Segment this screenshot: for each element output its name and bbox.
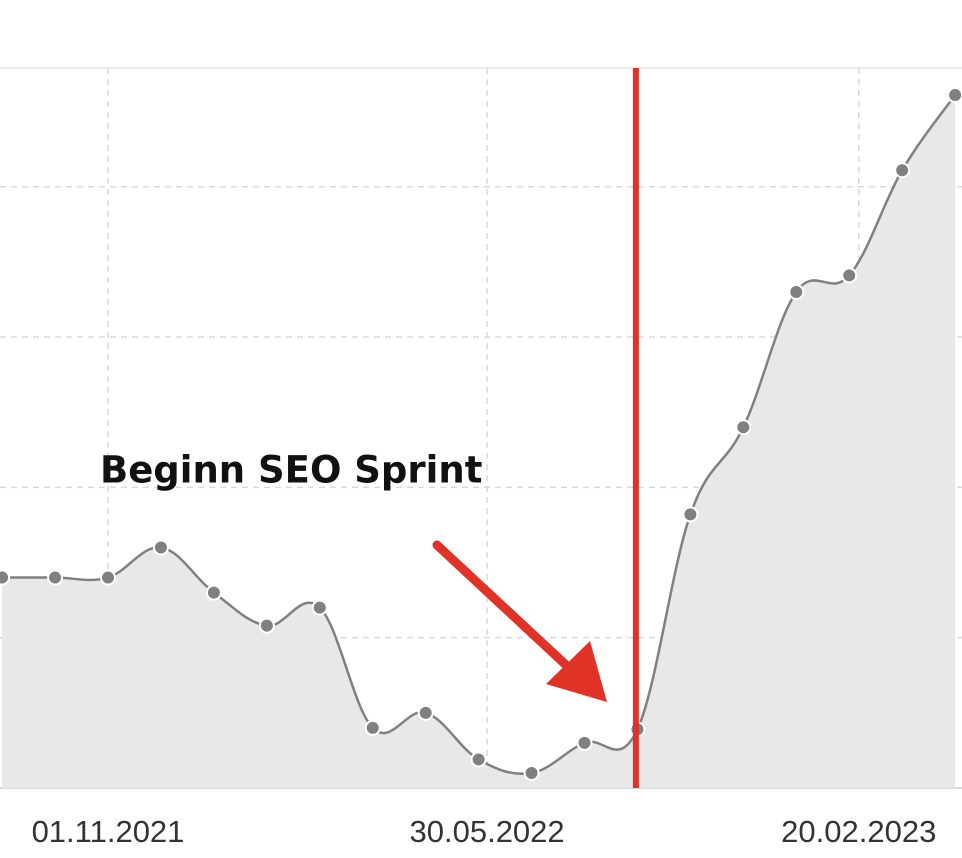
- point: [205, 584, 222, 601]
- point: [311, 599, 328, 616]
- point: [0, 569, 11, 586]
- annotation-arrow: [432, 540, 607, 702]
- point: [152, 539, 169, 556]
- x-tick-label: 30.05.2022: [410, 814, 565, 849]
- x-tick-label: 20.02.2023: [781, 814, 936, 849]
- point: [523, 764, 540, 781]
- arrow-head: [546, 641, 607, 702]
- x-tick-label: 01.11.2021: [32, 814, 185, 849]
- point: [735, 419, 752, 436]
- area: [2, 95, 956, 788]
- point: [470, 751, 487, 768]
- point: [258, 617, 275, 634]
- point: [947, 87, 962, 104]
- annotation: Beginn SEO Sprint: [100, 449, 482, 492]
- point: [894, 162, 911, 179]
- point: [417, 704, 434, 721]
- point: [682, 506, 699, 523]
- point: [576, 734, 593, 751]
- point: [788, 283, 805, 300]
- arrow-shaft: [432, 540, 585, 683]
- point: [841, 267, 858, 284]
- point: [47, 569, 64, 586]
- point: [100, 569, 117, 586]
- point: [364, 719, 381, 736]
